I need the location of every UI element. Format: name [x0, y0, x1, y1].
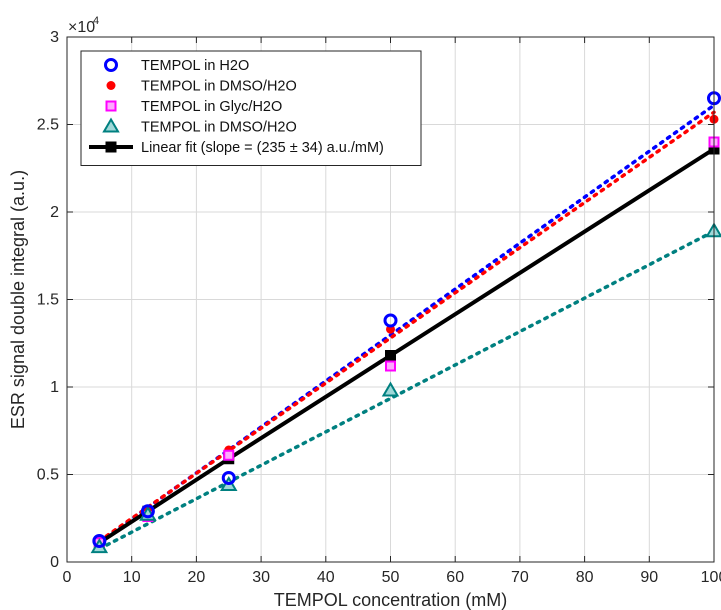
data-point-series-3 [223, 449, 235, 461]
y-exponent-base: ×10 [68, 19, 95, 36]
fit-line-series-2 [97, 110, 716, 543]
legend: TEMPOL in H2O TEMPOL in DMSO/H2O TEMPOL in… [80, 50, 422, 166]
data-point-series-1 [92, 534, 107, 548]
data-point-series-4 [381, 381, 400, 397]
x-tick-label: 80 [576, 569, 594, 586]
x-axis-label: TEMPOL concentration (mM) [274, 590, 507, 610]
legend-marker [106, 81, 116, 90]
x-tick-label: 70 [511, 569, 529, 586]
y-exponent-label: ×10 4 [68, 15, 99, 36]
legend-label: TEMPOL in H2O [141, 58, 249, 74]
legend-box [80, 50, 422, 166]
legend-marker [105, 100, 117, 112]
x-tick-label: 90 [640, 569, 658, 586]
fit-line-series-1 [97, 103, 716, 544]
y-tick-label: 0 [50, 554, 59, 571]
data-points [90, 91, 721, 554]
x-tick-label: 0 [63, 569, 72, 586]
x-tick-label: 10 [123, 569, 141, 586]
data-point-series-1 [140, 504, 155, 519]
legend-label: Linear fit (slope = (235 ± 34) a.u./mM) [141, 140, 384, 156]
data-point-series-3 [385, 360, 396, 372]
x-tick-label: 20 [188, 569, 206, 586]
x-tick-label: 30 [252, 569, 270, 586]
fit-line-series-4 [97, 229, 716, 551]
y-tick-label: 2.5 [37, 117, 59, 134]
y-tick-label: 1.5 [37, 292, 59, 309]
legend-marker [105, 141, 117, 153]
y-tick-label: 1 [50, 379, 59, 396]
legend-marker [104, 58, 118, 72]
y-tick-label: 0.5 [37, 467, 59, 484]
series-line-5 [98, 147, 716, 545]
x-tick-label: 40 [317, 569, 335, 586]
legend-label: TEMPOL in DMSO/H2O [141, 120, 297, 136]
y-tick-label: 3 [50, 29, 59, 46]
x-tick-label: 50 [382, 569, 400, 586]
legend-label: TEMPOL in DMSO/H2O [141, 79, 297, 95]
fit-lines [97, 103, 716, 551]
legend-label: TEMPOL in Glyc/H2O [141, 99, 282, 115]
y-exponent-power: 4 [93, 15, 99, 27]
x-tick-label: 60 [446, 569, 464, 586]
y-axis-label: ESR signal double integral (a.u.) [8, 170, 28, 429]
legend-marker [102, 117, 120, 133]
data-point-series-1 [221, 471, 236, 485]
data-point-series-1 [383, 313, 398, 328]
y-tick-label: 2 [50, 204, 59, 221]
x-tick-label: 100 [701, 569, 721, 586]
axis-ticks: 0 10 20 30 40 50 60 70 80 90 100 0 0.5 1 1.5 2 2.5 3 [37, 29, 721, 586]
data-point-series-5 [385, 350, 396, 361]
